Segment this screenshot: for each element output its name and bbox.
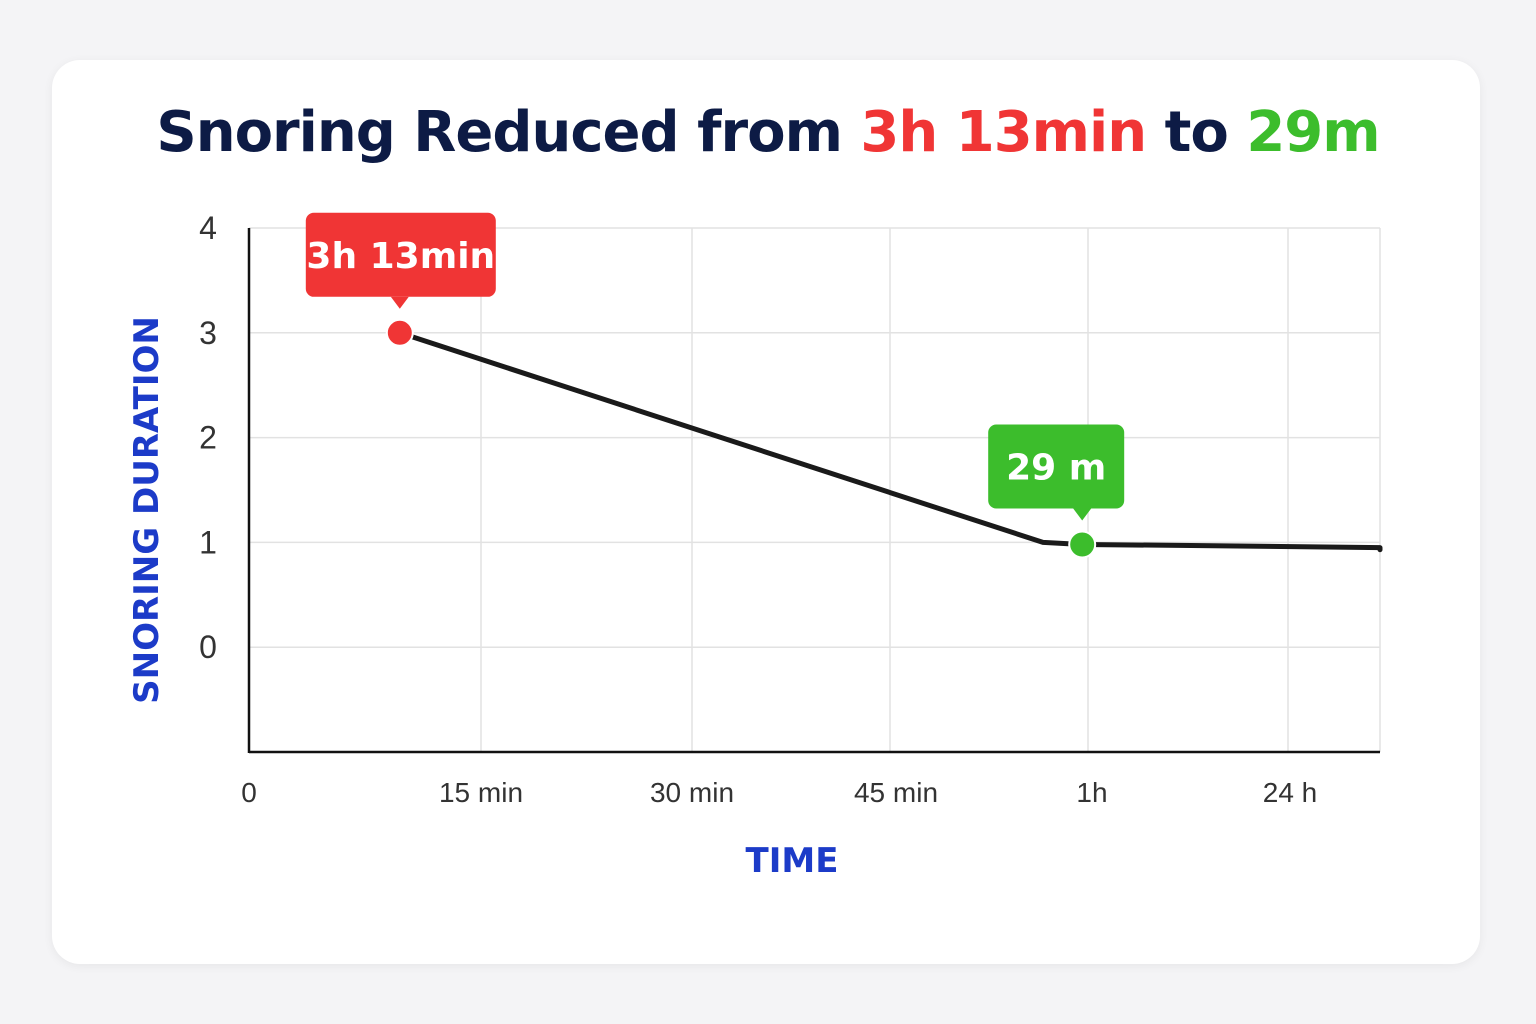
y-tick-labels: 0 1 2 3 4 bbox=[199, 210, 217, 665]
y-tick-label: 2 bbox=[199, 420, 217, 456]
y-axis-title: SNORING DURATION bbox=[127, 316, 167, 704]
x-tick-label: 0 bbox=[241, 777, 257, 808]
callout-after: 29 m bbox=[988, 424, 1125, 559]
title-after-value: 29m bbox=[1246, 100, 1380, 165]
callouts: 3h 13min 29 m bbox=[305, 212, 1125, 559]
x-tick-label: 30 min bbox=[650, 777, 734, 808]
y-tick-label: 0 bbox=[199, 629, 217, 665]
title-middle: to bbox=[1146, 100, 1247, 165]
data-point-marker bbox=[1068, 530, 1097, 559]
title-before-value: 3h 13min bbox=[860, 100, 1147, 165]
y-tick-label: 1 bbox=[199, 524, 217, 560]
x-axis-title: TIME bbox=[746, 841, 839, 881]
series bbox=[397, 330, 1383, 553]
grid-lines bbox=[249, 227, 1381, 752]
data-point-marker bbox=[385, 318, 414, 347]
x-tick-label: 15 min bbox=[439, 777, 523, 808]
callout-pointer bbox=[1073, 508, 1092, 521]
x-tick-label: 45 min bbox=[854, 777, 938, 808]
callout-box bbox=[305, 212, 496, 297]
series-line bbox=[397, 330, 1383, 553]
y-tick-label: 3 bbox=[199, 315, 217, 351]
x-tick-labels: 0 15 min 30 min 45 min 1h 24 h bbox=[241, 777, 1317, 808]
callout-before: 3h 13min bbox=[305, 212, 496, 347]
chart-card bbox=[52, 60, 1480, 964]
callout-pointer bbox=[390, 296, 409, 309]
x-tick-label: 24 h bbox=[1263, 777, 1318, 808]
chart-title: Snoring Reduced from 3h 13min to 29m bbox=[0, 100, 1536, 165]
callout-label: 29 m bbox=[1006, 447, 1106, 488]
callout-label: 3h 13min bbox=[306, 236, 495, 277]
title-prefix: Snoring Reduced from bbox=[156, 100, 861, 165]
y-tick-label: 4 bbox=[199, 210, 217, 246]
axes bbox=[247, 228, 1380, 754]
callout-box bbox=[988, 424, 1125, 509]
x-tick-label: 1h bbox=[1076, 777, 1107, 808]
